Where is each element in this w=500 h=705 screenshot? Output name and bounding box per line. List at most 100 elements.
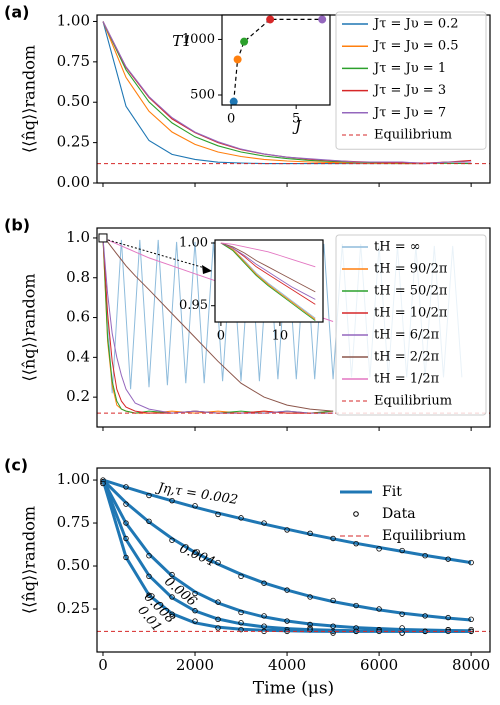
series-line	[102, 237, 334, 414]
data-point	[330, 630, 336, 636]
y-axis-label: ⟨⟨n̂q⟩⟩random	[20, 273, 39, 381]
y-tick-label: 1.00	[57, 11, 90, 29]
data-point	[284, 527, 290, 533]
data-point	[146, 553, 152, 559]
data-point	[376, 546, 382, 552]
y-tick-label: 1.00	[57, 470, 90, 488]
x-tick-label: 10	[272, 329, 289, 344]
axes-frame	[96, 467, 491, 653]
y-tick-label: 0.75	[57, 513, 90, 531]
fit-line	[101, 479, 472, 633]
y-tick-label: 0.8	[66, 268, 90, 286]
data-point	[123, 520, 129, 526]
data-point	[169, 571, 175, 578]
data-point	[399, 630, 405, 636]
data-point	[169, 594, 175, 600]
y-tick-label: 1.0	[66, 228, 90, 246]
data-point	[307, 530, 313, 537]
connector-line	[233, 18, 323, 102]
data-point	[238, 609, 244, 616]
data-point	[215, 511, 221, 518]
data-point	[215, 559, 221, 566]
fit-line	[101, 479, 472, 633]
data-point	[284, 587, 290, 593]
legend-label: tH = 10/2π	[374, 306, 448, 321]
data-point	[261, 580, 267, 586]
legend-background	[335, 11, 487, 150]
data-point	[307, 621, 313, 628]
data-point	[123, 501, 129, 507]
data-point	[146, 518, 152, 525]
data-point	[238, 573, 244, 580]
y-tick-label: 500	[190, 88, 215, 103]
y-tick-label: 0.25	[57, 599, 90, 617]
point	[240, 37, 249, 46]
legend-label: tH = ∞	[374, 240, 421, 255]
legend-label: Jτ = Jυ = 3	[372, 83, 446, 98]
legend-label: Jτ = Jυ = 1	[372, 61, 446, 76]
point	[233, 55, 242, 64]
data-point	[238, 620, 244, 626]
series-line	[220, 242, 316, 300]
y-tick-label: 0.00	[57, 173, 90, 191]
x-tick-label: 4000	[268, 656, 306, 674]
data-point	[215, 599, 221, 605]
data-point	[123, 484, 129, 490]
legend-label: tH = 90/2π	[374, 262, 448, 277]
data-point	[169, 497, 175, 504]
data-point	[169, 537, 175, 543]
data-point	[284, 618, 290, 624]
plot-layer	[100, 477, 474, 636]
data-point	[468, 559, 474, 566]
zoom-arrow	[107, 239, 206, 269]
legend-label: Jτ = Jυ = 7	[372, 105, 446, 120]
y-tick-label: 1.00	[179, 236, 208, 251]
data-point	[169, 611, 175, 617]
series-line	[102, 21, 472, 165]
data-point	[445, 556, 451, 562]
data-point	[238, 515, 244, 521]
data-point	[215, 616, 221, 623]
legend-label: Equilibrium	[374, 128, 452, 143]
data-point	[192, 608, 198, 614]
legend-swatch	[353, 511, 359, 517]
plot-layer	[220, 242, 316, 322]
data-point	[307, 594, 313, 600]
data-point	[399, 547, 405, 554]
data-point	[445, 614, 451, 621]
y-axis-label: T1	[172, 32, 192, 50]
data-point	[399, 611, 405, 617]
legend-label: Data	[382, 506, 416, 522]
legend-label: Jτ = Jυ = 0.5	[372, 39, 459, 54]
series-line	[102, 21, 472, 165]
data-point	[376, 628, 382, 635]
y-tick-label: 0.50	[57, 556, 90, 574]
data-point	[468, 616, 474, 623]
series-line	[102, 237, 334, 412]
legend-background	[335, 234, 487, 416]
x-axis-label: J	[292, 117, 302, 135]
data-point	[422, 553, 428, 559]
x-tick-label: 2000	[176, 656, 214, 674]
panel-label: (b)	[4, 216, 30, 235]
data-point	[376, 606, 382, 612]
legend-label: Jτ = Jυ = 0.2	[372, 17, 459, 32]
y-tick-label: 0.50	[57, 92, 90, 110]
data-point	[330, 597, 336, 604]
x-tick-label: 0	[98, 656, 108, 674]
data-point	[261, 623, 267, 629]
y-axis-label: ⟨⟨n̂q⟩⟩random	[20, 45, 39, 153]
data-point	[192, 590, 198, 597]
zoom-marker	[98, 233, 108, 243]
data-point	[353, 540, 359, 547]
legend-label: Fit	[382, 484, 402, 500]
y-tick-label: 0.25	[57, 133, 90, 151]
x-tick-label: 0	[217, 329, 225, 344]
data-point	[261, 520, 267, 526]
data-point	[215, 625, 221, 631]
data-point	[468, 626, 474, 633]
data-point	[261, 613, 267, 619]
plot-layer	[229, 15, 327, 105]
panel-label: (a)	[4, 3, 29, 22]
